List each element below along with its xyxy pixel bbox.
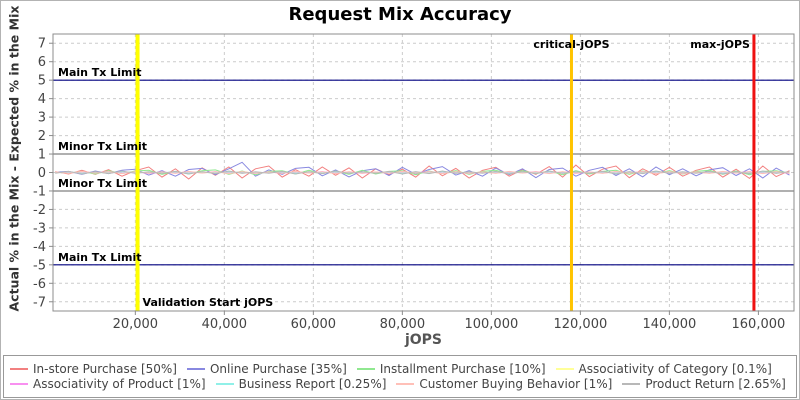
y-tick-label: 5 — [38, 74, 46, 89]
x-tick-label: 100,000 — [464, 317, 518, 332]
legend-item-product-return-2-65: Product Return [2.65%] — [622, 377, 786, 391]
y-tick-label: 6 — [38, 55, 46, 70]
y-tick-label: -7 — [33, 295, 46, 310]
legend-line-swatch — [10, 383, 28, 385]
y-tick-label: 4 — [38, 92, 46, 107]
legend-item-associativity-of-category-0-1: Associativity of Category [0.1%] — [555, 362, 772, 376]
x-tick-label: 140,000 — [643, 317, 697, 332]
limit-label: Main Tx Limit — [58, 251, 142, 264]
y-tick-label: -6 — [33, 277, 46, 292]
legend-label: Business Report [0.25%] — [238, 377, 387, 391]
x-axis-title: jOPS — [404, 332, 443, 348]
legend-label: Online Purchase [35%] — [209, 362, 347, 376]
x-tick-label: 120,000 — [553, 317, 607, 332]
plot-canvas: Main Tx Limit Minor Tx Limit Minor Tx Limi… — [33, 33, 795, 332]
y-tick-label: 3 — [38, 111, 46, 126]
y-tick-label: -5 — [33, 258, 46, 273]
legend-line-swatch — [186, 368, 205, 370]
legend-line-swatch — [555, 368, 574, 370]
legend-item-installment-purchase-10: Installment Purchase [10%] — [356, 362, 546, 376]
x-tick-label: 20,000 — [113, 317, 159, 332]
event-label: critical-jOPS — [533, 38, 609, 51]
y-tick-label: -4 — [33, 240, 46, 255]
event-label: max-jOPS — [690, 38, 750, 51]
x-tick-label: 160,000 — [732, 317, 786, 332]
y-tick-label: -2 — [33, 203, 46, 218]
legend-label: Customer Buying Behavior [1%] — [419, 377, 613, 391]
legend-label: Installment Purchase [10%] — [379, 362, 546, 376]
series-line-product-return-2-65 — [55, 170, 790, 175]
legend-item-business-report-0-25: Business Report [0.25%] — [215, 377, 387, 391]
legend-label: Associativity of Category [0.1%] — [578, 362, 772, 376]
x-tick-label: 80,000 — [380, 317, 426, 332]
chart-title: Request Mix Accuracy — [288, 4, 512, 25]
legend-line-swatch — [396, 383, 415, 385]
event-label: Validation Start jOPS — [143, 296, 274, 309]
y-tick-label: 0 — [38, 166, 46, 181]
legend-row-1: In-store Purchase [50%] Online Purchase [… — [10, 362, 790, 376]
legend-row-2: Associativity of Product [1%] Business Re… — [10, 377, 790, 391]
legend-item-customer-buying-behavior-1: Customer Buying Behavior [1%] — [396, 377, 612, 391]
legend-label: In-store Purchase [50%] — [33, 362, 177, 376]
y-tick-label: -3 — [33, 221, 46, 236]
legend-label: Associativity of Product [1%] — [33, 377, 206, 391]
legend-line-swatch — [356, 368, 375, 370]
legend: In-store Purchase [50%] Online Purchase [… — [3, 355, 797, 398]
y-tick-label: 7 — [38, 37, 46, 52]
x-tick-label: 60,000 — [291, 317, 337, 332]
legend-line-swatch — [10, 368, 28, 370]
legend-item-in-store-purchase-50: In-store Purchase [50%] — [10, 362, 177, 376]
y-tick-label: -1 — [33, 184, 46, 199]
legend-line-swatch — [215, 383, 234, 385]
legend-line-swatch — [622, 383, 641, 385]
legend-label: Product Return [2.65%] — [645, 377, 786, 391]
limit-label: Main Tx Limit — [58, 66, 142, 79]
legend-item-associativity-of-product-1: Associativity of Product [1%] — [10, 377, 206, 391]
x-tick-label: 40,000 — [202, 317, 248, 332]
y-tick-label: 2 — [38, 129, 46, 144]
y-axis-title: Actual % in the Mix - Expected % in the … — [6, 5, 22, 312]
legend-item-online-purchase-35: Online Purchase [35%] — [186, 362, 347, 376]
limit-label: Minor Tx Limit — [58, 140, 147, 153]
y-tick-label: 1 — [38, 148, 46, 163]
limit-label: Minor Tx Limit — [58, 177, 147, 190]
